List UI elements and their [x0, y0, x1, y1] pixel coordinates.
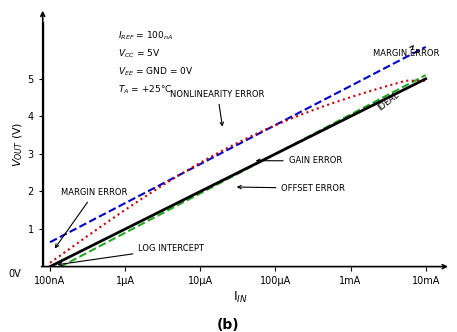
Text: OFFSET ERROR: OFFSET ERROR: [238, 184, 345, 193]
Y-axis label: $V_{OUT}$ (V): $V_{OUT}$ (V): [11, 122, 25, 167]
X-axis label: I$_{IN}$: I$_{IN}$: [234, 290, 248, 305]
Text: (b): (b): [217, 318, 240, 332]
Text: LOG INTERCEPT: LOG INTERCEPT: [58, 244, 204, 266]
Text: 0V: 0V: [8, 269, 21, 279]
Text: MARGIN ERROR: MARGIN ERROR: [55, 188, 128, 248]
Text: IDEAL: IDEAL: [376, 90, 401, 113]
Text: MARGIN ERROR: MARGIN ERROR: [373, 46, 440, 58]
Text: $I_{REF}$ = 100$_{nA}$
$V_{CC}$ = 5V
$V_{EE}$ = GND = 0V
$T_A$ = +25°C: $I_{REF}$ = 100$_{nA}$ $V_{CC}$ = 5V $V_…: [118, 30, 193, 96]
Text: NONLINEARITY ERROR: NONLINEARITY ERROR: [170, 90, 265, 125]
Text: GAIN ERROR: GAIN ERROR: [257, 156, 342, 165]
